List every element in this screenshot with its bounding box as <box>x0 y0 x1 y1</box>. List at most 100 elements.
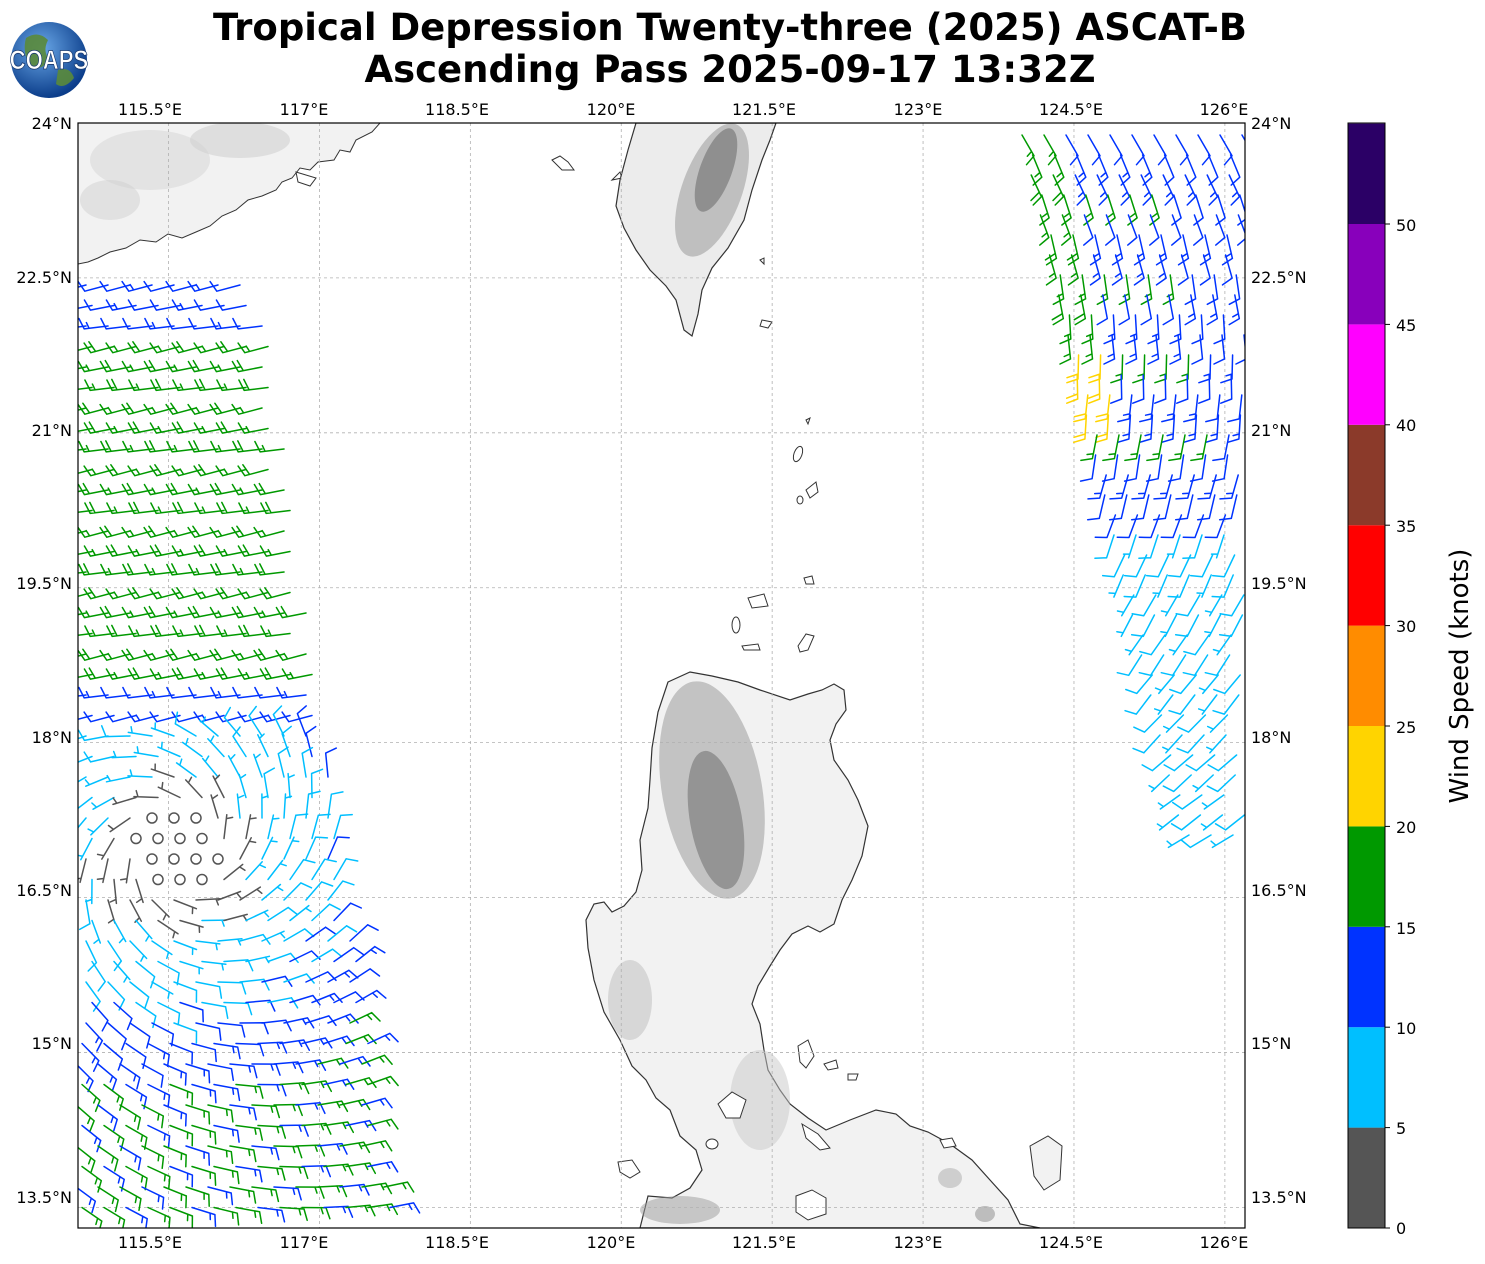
wind-barb <box>1079 454 1097 482</box>
wind-barb <box>1168 634 1188 656</box>
wind-barb <box>1204 594 1223 617</box>
wind-barb <box>301 1080 333 1093</box>
wind-barb <box>345 1119 377 1132</box>
wind-barb <box>238 773 247 799</box>
lon-ticks-top: 115.5°E 117°E 118.5°E 120°E 121.5°E 123°… <box>118 100 1248 119</box>
lon-tick-bottom: 117°E <box>280 1233 329 1252</box>
wind-barb <box>1210 834 1234 849</box>
wind-barb <box>78 796 93 810</box>
wind-barb <box>277 746 289 778</box>
wind-barb-calm <box>152 873 164 886</box>
wind-barb <box>210 794 219 819</box>
lat-tick-right: 18°N <box>1251 728 1291 747</box>
wind-barb <box>185 1145 211 1166</box>
wind-barb <box>78 386 93 390</box>
wind-barb <box>305 725 317 758</box>
wind-barb <box>207 1063 235 1081</box>
wind-barb <box>141 1104 165 1129</box>
wind-barb <box>1204 414 1220 444</box>
wind-barb <box>165 648 197 661</box>
colorbar <box>1347 122 1390 1229</box>
wind-barb <box>113 919 127 944</box>
wind-barb <box>78 530 87 534</box>
land-small-islands <box>731 417 819 653</box>
wind-barb <box>251 1063 281 1076</box>
wind-barb <box>215 587 247 600</box>
wind-barb <box>367 1032 399 1045</box>
lon-tick-bottom: 120°E <box>587 1233 636 1252</box>
wind-barb <box>367 1075 399 1087</box>
wind-barb <box>1039 214 1050 246</box>
wind-barb <box>1200 814 1224 831</box>
wind-barb <box>301 746 314 778</box>
wind-barb <box>1066 354 1080 384</box>
wind-barb <box>129 899 143 923</box>
wind-barb <box>279 1206 308 1222</box>
wind-barb <box>1169 674 1197 695</box>
wind-barb <box>83 341 115 354</box>
lon-tick-top: 121.5°E <box>732 100 796 119</box>
wind-barb <box>113 960 131 983</box>
wind-barb <box>1221 254 1233 286</box>
wind-barb <box>1207 754 1238 772</box>
wind-barb <box>254 440 285 453</box>
wind-barb <box>327 925 358 942</box>
wind-barb <box>143 280 175 292</box>
wind-barb <box>100 686 131 699</box>
wind-barb <box>119 1186 142 1212</box>
wind-barb <box>166 563 197 576</box>
wind-barb <box>1133 714 1163 733</box>
colorbar-band <box>1348 1127 1385 1228</box>
colorbar-band <box>1348 424 1385 526</box>
wind-barb <box>1160 614 1178 638</box>
wind-barb <box>1116 654 1143 677</box>
wind-barb <box>212 774 225 799</box>
wind-barb <box>1206 174 1219 206</box>
wind-barb <box>172 379 203 392</box>
wind-barb <box>207 1104 234 1123</box>
wind-barb <box>232 563 263 576</box>
wind-barb <box>283 882 313 901</box>
wind-barb <box>1180 834 1212 849</box>
wind-barb <box>78 653 87 657</box>
wind-barb <box>122 563 153 576</box>
wind-barb <box>1174 494 1194 521</box>
wind-barb <box>229 1063 258 1079</box>
wind-barb <box>1177 714 1207 733</box>
wind-barb <box>283 793 293 819</box>
wind-barb <box>187 649 219 661</box>
lon-ticks-bottom: 115.5°E 117°E 118.5°E 120°E 121.5°E 123°… <box>118 1233 1248 1252</box>
wind-barb <box>367 1161 399 1173</box>
wind-barb <box>261 930 286 942</box>
colorbar-label: 5 <box>1396 1119 1406 1138</box>
wind-barb <box>1171 214 1182 246</box>
wind-barb <box>1061 214 1072 246</box>
wind-barb <box>301 1164 332 1178</box>
wind-barb <box>165 280 197 292</box>
wind-barb <box>85 1022 104 1052</box>
wind-barb <box>361 1182 393 1195</box>
wind-barb <box>135 878 144 904</box>
wind-barb <box>99 525 131 538</box>
wind-barb <box>1094 534 1115 559</box>
lat-tick-left: 13.5°N <box>16 1188 72 1207</box>
wind-barb <box>119 858 131 884</box>
wind-barb <box>1162 734 1183 754</box>
wind-barb <box>1132 734 1161 754</box>
wind-barb <box>1096 294 1109 326</box>
wind-barb <box>1124 634 1144 656</box>
wind-barb <box>1184 274 1197 306</box>
wind-barb <box>169 1165 194 1188</box>
wind-barb <box>1132 374 1145 404</box>
wind-barb <box>1198 374 1211 404</box>
globe-logo-icon: COAPS <box>9 22 89 98</box>
wind-barb <box>169 1083 194 1106</box>
wind-barb <box>119 1145 142 1171</box>
wind-barb <box>324 747 338 778</box>
wind-barb <box>188 440 219 453</box>
wind-barb <box>1160 594 1179 617</box>
wind-barb-calm <box>190 812 202 824</box>
wind-barb <box>257 1083 287 1097</box>
wind-barb <box>1051 294 1065 326</box>
